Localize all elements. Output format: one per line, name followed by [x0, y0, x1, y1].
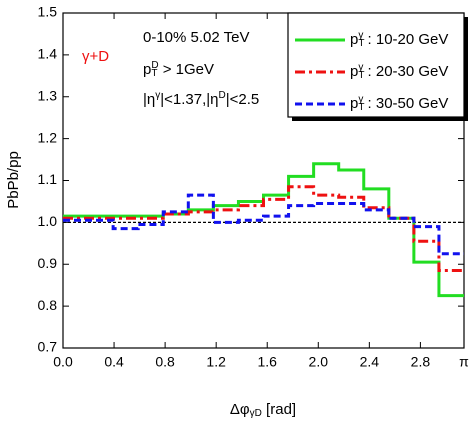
annotation: γ+D — [82, 48, 109, 65]
text-part: p — [143, 61, 151, 78]
y-tick-label: 1.1 — [38, 171, 58, 187]
text-part: p — [350, 95, 358, 112]
x-tick-label: 0.4 — [104, 354, 124, 370]
text-part: γ — [155, 90, 160, 101]
text-part: : 20-30 GeV — [363, 63, 448, 80]
y-tick-label: 1.5 — [38, 4, 58, 20]
text-part: D — [219, 90, 226, 101]
annotation: pTD > 1GeV — [143, 60, 214, 79]
text-part: D — [151, 60, 158, 71]
legend-label: pTγ : 10-20 GeV — [350, 30, 448, 49]
text-part: > 1GeV — [159, 61, 214, 78]
legend-label: pTγ : 20-30 GeV — [350, 62, 448, 81]
text-part: T — [151, 68, 157, 79]
y-tick-label: 1.3 — [38, 87, 58, 103]
text-part: T — [358, 70, 364, 81]
y-tick-label: 0.9 — [38, 255, 58, 271]
x-tick-label: π — [459, 354, 469, 370]
legend-label: pTγ : 30-50 GeV — [350, 94, 448, 113]
y-tick-label: 1.0 — [38, 213, 58, 229]
text-part: |<1.37,|η — [160, 91, 218, 108]
x-tick-label: 2.0 — [309, 354, 329, 370]
text-part: T — [358, 38, 364, 49]
text-part: T — [358, 102, 364, 113]
text-part: γ — [358, 94, 363, 105]
y-tick-label: 1.4 — [38, 46, 58, 62]
text-part: : 30-50 GeV — [363, 95, 448, 112]
x-tick-label: 0.0 — [53, 354, 73, 370]
text-part: |<2.5 — [226, 91, 260, 108]
y-tick-label: 0.8 — [38, 297, 58, 313]
x-tick-label: 2.8 — [411, 354, 431, 370]
x-tick-label: 1.6 — [257, 354, 277, 370]
x-tick-label: 2.4 — [360, 354, 380, 370]
text-part: γD — [250, 408, 262, 419]
y-tick-label: 0.7 — [38, 339, 58, 355]
x-tick-label: 0.8 — [155, 354, 175, 370]
y-axis-label: PbPb/pp — [5, 151, 22, 209]
text-part: [rad] — [262, 401, 296, 418]
annotation: 0-10% 5.02 TeV — [143, 29, 249, 46]
text-part: : 10-20 GeV — [363, 31, 448, 48]
text-part: p — [350, 63, 358, 80]
text-part: |η — [143, 91, 155, 108]
y-tick-label: 1.2 — [38, 129, 58, 145]
legend — [287, 12, 465, 118]
x-axis-label: ΔφγD [rad] — [230, 401, 296, 419]
text-part: γ — [358, 30, 363, 41]
text-part: γ+D — [82, 48, 109, 65]
text-part: γ — [358, 62, 363, 73]
x-tick-label: 1.2 — [206, 354, 226, 370]
text-part: p — [350, 31, 358, 48]
text-part: Δφ — [230, 401, 250, 418]
step-line — [63, 193, 464, 256]
text-part: 0-10% 5.02 TeV — [143, 29, 249, 46]
annotation: |ηγ|<1.37,|ηD|<2.5 — [143, 90, 259, 108]
